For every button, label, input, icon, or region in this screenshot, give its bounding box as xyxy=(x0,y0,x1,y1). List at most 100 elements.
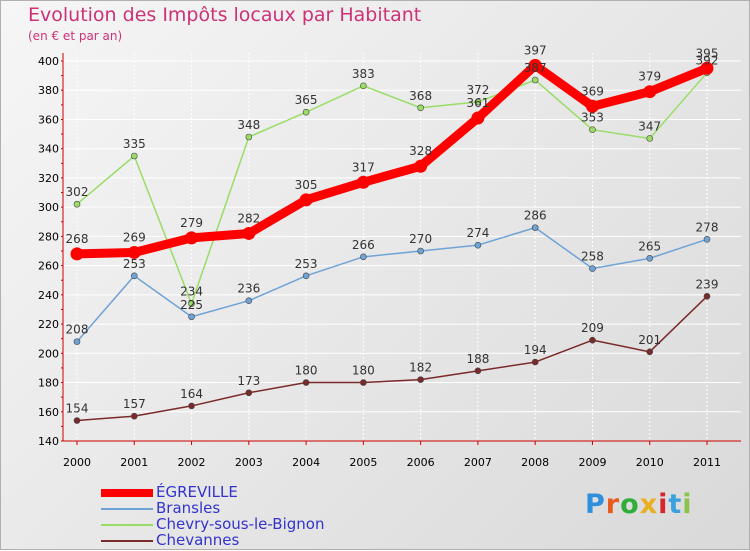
data-point xyxy=(245,389,253,397)
x-tick-label: 2007 xyxy=(464,456,492,469)
data-label: 372 xyxy=(466,83,489,97)
data-label: 270 xyxy=(409,232,432,246)
data-label: 383 xyxy=(352,67,375,81)
data-point xyxy=(417,247,424,255)
x-tick-label: 2004 xyxy=(292,456,320,469)
data-label: 365 xyxy=(295,93,318,107)
data-point xyxy=(130,412,138,420)
data-point xyxy=(188,300,195,307)
data-label: 347 xyxy=(638,119,661,133)
y-tick-label: 200 xyxy=(38,347,59,360)
y-tick-labels: 140 160 180 200 220 240 260 280 300 320 340 360 380 4… xyxy=(38,55,59,448)
data-point xyxy=(70,247,84,261)
y-tick-label: 320 xyxy=(38,172,59,185)
y-tick-label: 300 xyxy=(38,201,59,214)
series-lines xyxy=(72,60,712,422)
data-label: 194 xyxy=(524,343,547,357)
data-point xyxy=(646,135,654,142)
logo-letter: x xyxy=(639,489,659,520)
data-point xyxy=(356,175,370,189)
data-point xyxy=(646,348,654,356)
y-tick-label: 220 xyxy=(38,318,59,331)
data-label: 397 xyxy=(524,43,547,57)
data-label: 157 xyxy=(123,397,146,411)
data-label: 328 xyxy=(409,144,432,158)
data-point xyxy=(299,193,313,207)
data-point xyxy=(474,98,482,106)
x-tick-labels: 2000 2001 2002 2003 2004 2005 2006 2007 2008 2009… xyxy=(63,456,721,469)
logo-letter: o xyxy=(620,489,640,520)
data-label: 282 xyxy=(237,211,260,225)
legend-swatch xyxy=(101,508,153,510)
chart-subtitle: (en € et par an) xyxy=(28,29,123,43)
series-line xyxy=(76,226,708,343)
logo-letter: i xyxy=(658,489,669,520)
data-label: 236 xyxy=(237,282,260,296)
x-tick-label: 2001 xyxy=(120,456,148,469)
data-point xyxy=(360,82,367,90)
x-tick-label: 2011 xyxy=(693,456,721,469)
data-label: 348 xyxy=(237,118,260,132)
data-label: 302 xyxy=(66,185,89,199)
legend-label: ÉGREVILLE xyxy=(156,483,238,501)
data-point xyxy=(185,231,199,245)
data-label: 253 xyxy=(295,257,318,271)
logo-letter: P xyxy=(585,489,606,520)
data-label: 279 xyxy=(180,216,203,230)
data-point xyxy=(417,376,424,383)
data-label: 368 xyxy=(409,89,432,103)
data-point xyxy=(73,200,81,208)
legend-label: Chevry-sous-le-Bignon xyxy=(156,515,325,533)
data-label: 305 xyxy=(295,178,318,192)
data-point xyxy=(73,338,81,345)
x-tick-label: 2003 xyxy=(235,456,263,469)
data-point xyxy=(302,379,310,386)
data-point xyxy=(360,379,367,386)
data-label: 188 xyxy=(466,352,489,366)
data-label: 274 xyxy=(466,226,489,240)
data-label: 180 xyxy=(352,364,375,378)
x-tick-label: 2000 xyxy=(63,456,91,469)
data-point xyxy=(585,99,599,113)
data-label: 379 xyxy=(638,70,661,84)
data-label: 266 xyxy=(352,238,375,252)
data-label: 392 xyxy=(696,54,719,68)
y-tick-label: 140 xyxy=(38,435,59,448)
data-point xyxy=(474,241,482,249)
y-tick-label: 240 xyxy=(38,289,59,302)
x-tick-label: 2005 xyxy=(349,456,377,469)
y-tick-label: 380 xyxy=(38,84,59,97)
data-point xyxy=(127,245,141,259)
data-point xyxy=(700,61,714,75)
data-label: 353 xyxy=(581,111,604,125)
data-point xyxy=(360,253,367,261)
data-label: 173 xyxy=(237,374,260,388)
data-point xyxy=(531,224,539,231)
data-label: 182 xyxy=(409,361,432,375)
data-point xyxy=(245,297,253,304)
data-point xyxy=(130,272,138,280)
data-label: 335 xyxy=(123,137,146,151)
data-label: 278 xyxy=(696,220,719,234)
chart-title: Evolution des Impôts locaux par Habitant xyxy=(28,4,422,26)
data-point xyxy=(531,358,539,366)
logo-letter: t xyxy=(668,489,683,520)
legend-label: Bransles xyxy=(156,499,221,517)
data-label: 395 xyxy=(696,46,719,60)
y-tick-label: 280 xyxy=(38,230,59,243)
y-tick-label: 400 xyxy=(38,55,59,68)
logo-letter: i xyxy=(682,489,693,520)
data-point xyxy=(188,313,195,321)
logo-letter: r xyxy=(605,489,621,520)
data-point xyxy=(589,126,596,133)
data-point xyxy=(302,108,310,116)
data-label: 317 xyxy=(352,160,375,174)
data-label: 361 xyxy=(466,96,489,110)
legend-label: Chevannes xyxy=(156,531,240,549)
data-label: 225 xyxy=(180,298,203,312)
data-label: 369 xyxy=(581,84,604,98)
y-tick-label: 180 xyxy=(38,377,59,390)
data-label: 209 xyxy=(581,321,604,335)
data-point xyxy=(417,104,424,112)
